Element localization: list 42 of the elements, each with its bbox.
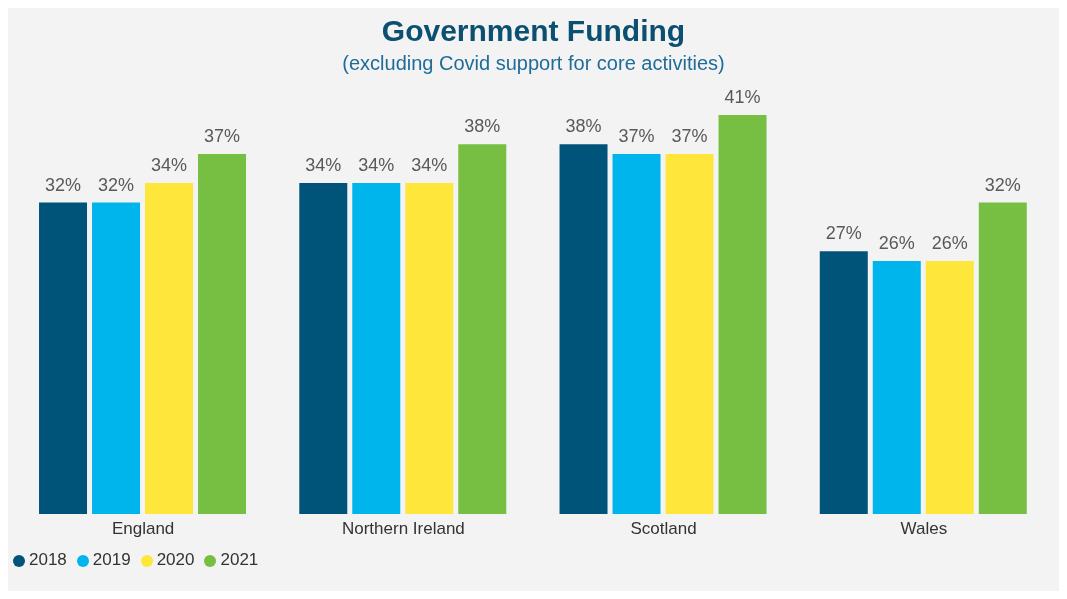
data-label: 38%: [565, 116, 602, 137]
bar: [925, 260, 974, 514]
data-label: 41%: [724, 87, 761, 107]
data-label: 34%: [411, 155, 448, 176]
bar: [872, 260, 921, 514]
data-label: 32%: [984, 174, 1021, 195]
data-label: 37%: [204, 125, 241, 146]
legend-label: 2020: [156, 550, 195, 569]
bar: [612, 153, 661, 514]
bar: [665, 153, 714, 514]
bar: [198, 153, 247, 514]
data-label: 26%: [878, 232, 915, 253]
data-label: 37%: [671, 125, 708, 146]
data-label: 34%: [305, 155, 342, 176]
data-label: 34%: [358, 155, 395, 176]
bar: [145, 183, 194, 514]
bar: [92, 202, 141, 514]
data-label: 32%: [45, 174, 82, 195]
legend-label: 2021: [220, 550, 259, 569]
bar: [978, 202, 1027, 514]
chart-subtitle: (excluding Covid support for core activities): [341, 52, 726, 75]
data-label: 37%: [618, 125, 655, 146]
data-label: 27%: [825, 223, 862, 244]
bar: [559, 144, 608, 514]
bar: [458, 144, 507, 514]
legend-label: 2019: [92, 550, 131, 569]
bar: [405, 183, 454, 514]
legend-label: 2018: [29, 550, 67, 569]
data-label: 34%: [151, 155, 188, 176]
data-label: 38%: [464, 116, 501, 137]
bar: [299, 183, 348, 514]
x-tick-label: Northern Ireland: [341, 519, 465, 539]
bar: [39, 202, 88, 514]
data-label: 26%: [931, 232, 968, 253]
bar: [819, 251, 868, 514]
bar: [718, 115, 767, 514]
x-tick-label: Scotland: [630, 519, 697, 539]
x-tick-label: Wales: [900, 519, 948, 539]
data-label: 32%: [98, 174, 135, 195]
bar: [352, 183, 401, 514]
x-tick-label: England: [111, 519, 175, 539]
chart-title: Government Funding: [380, 13, 687, 48]
